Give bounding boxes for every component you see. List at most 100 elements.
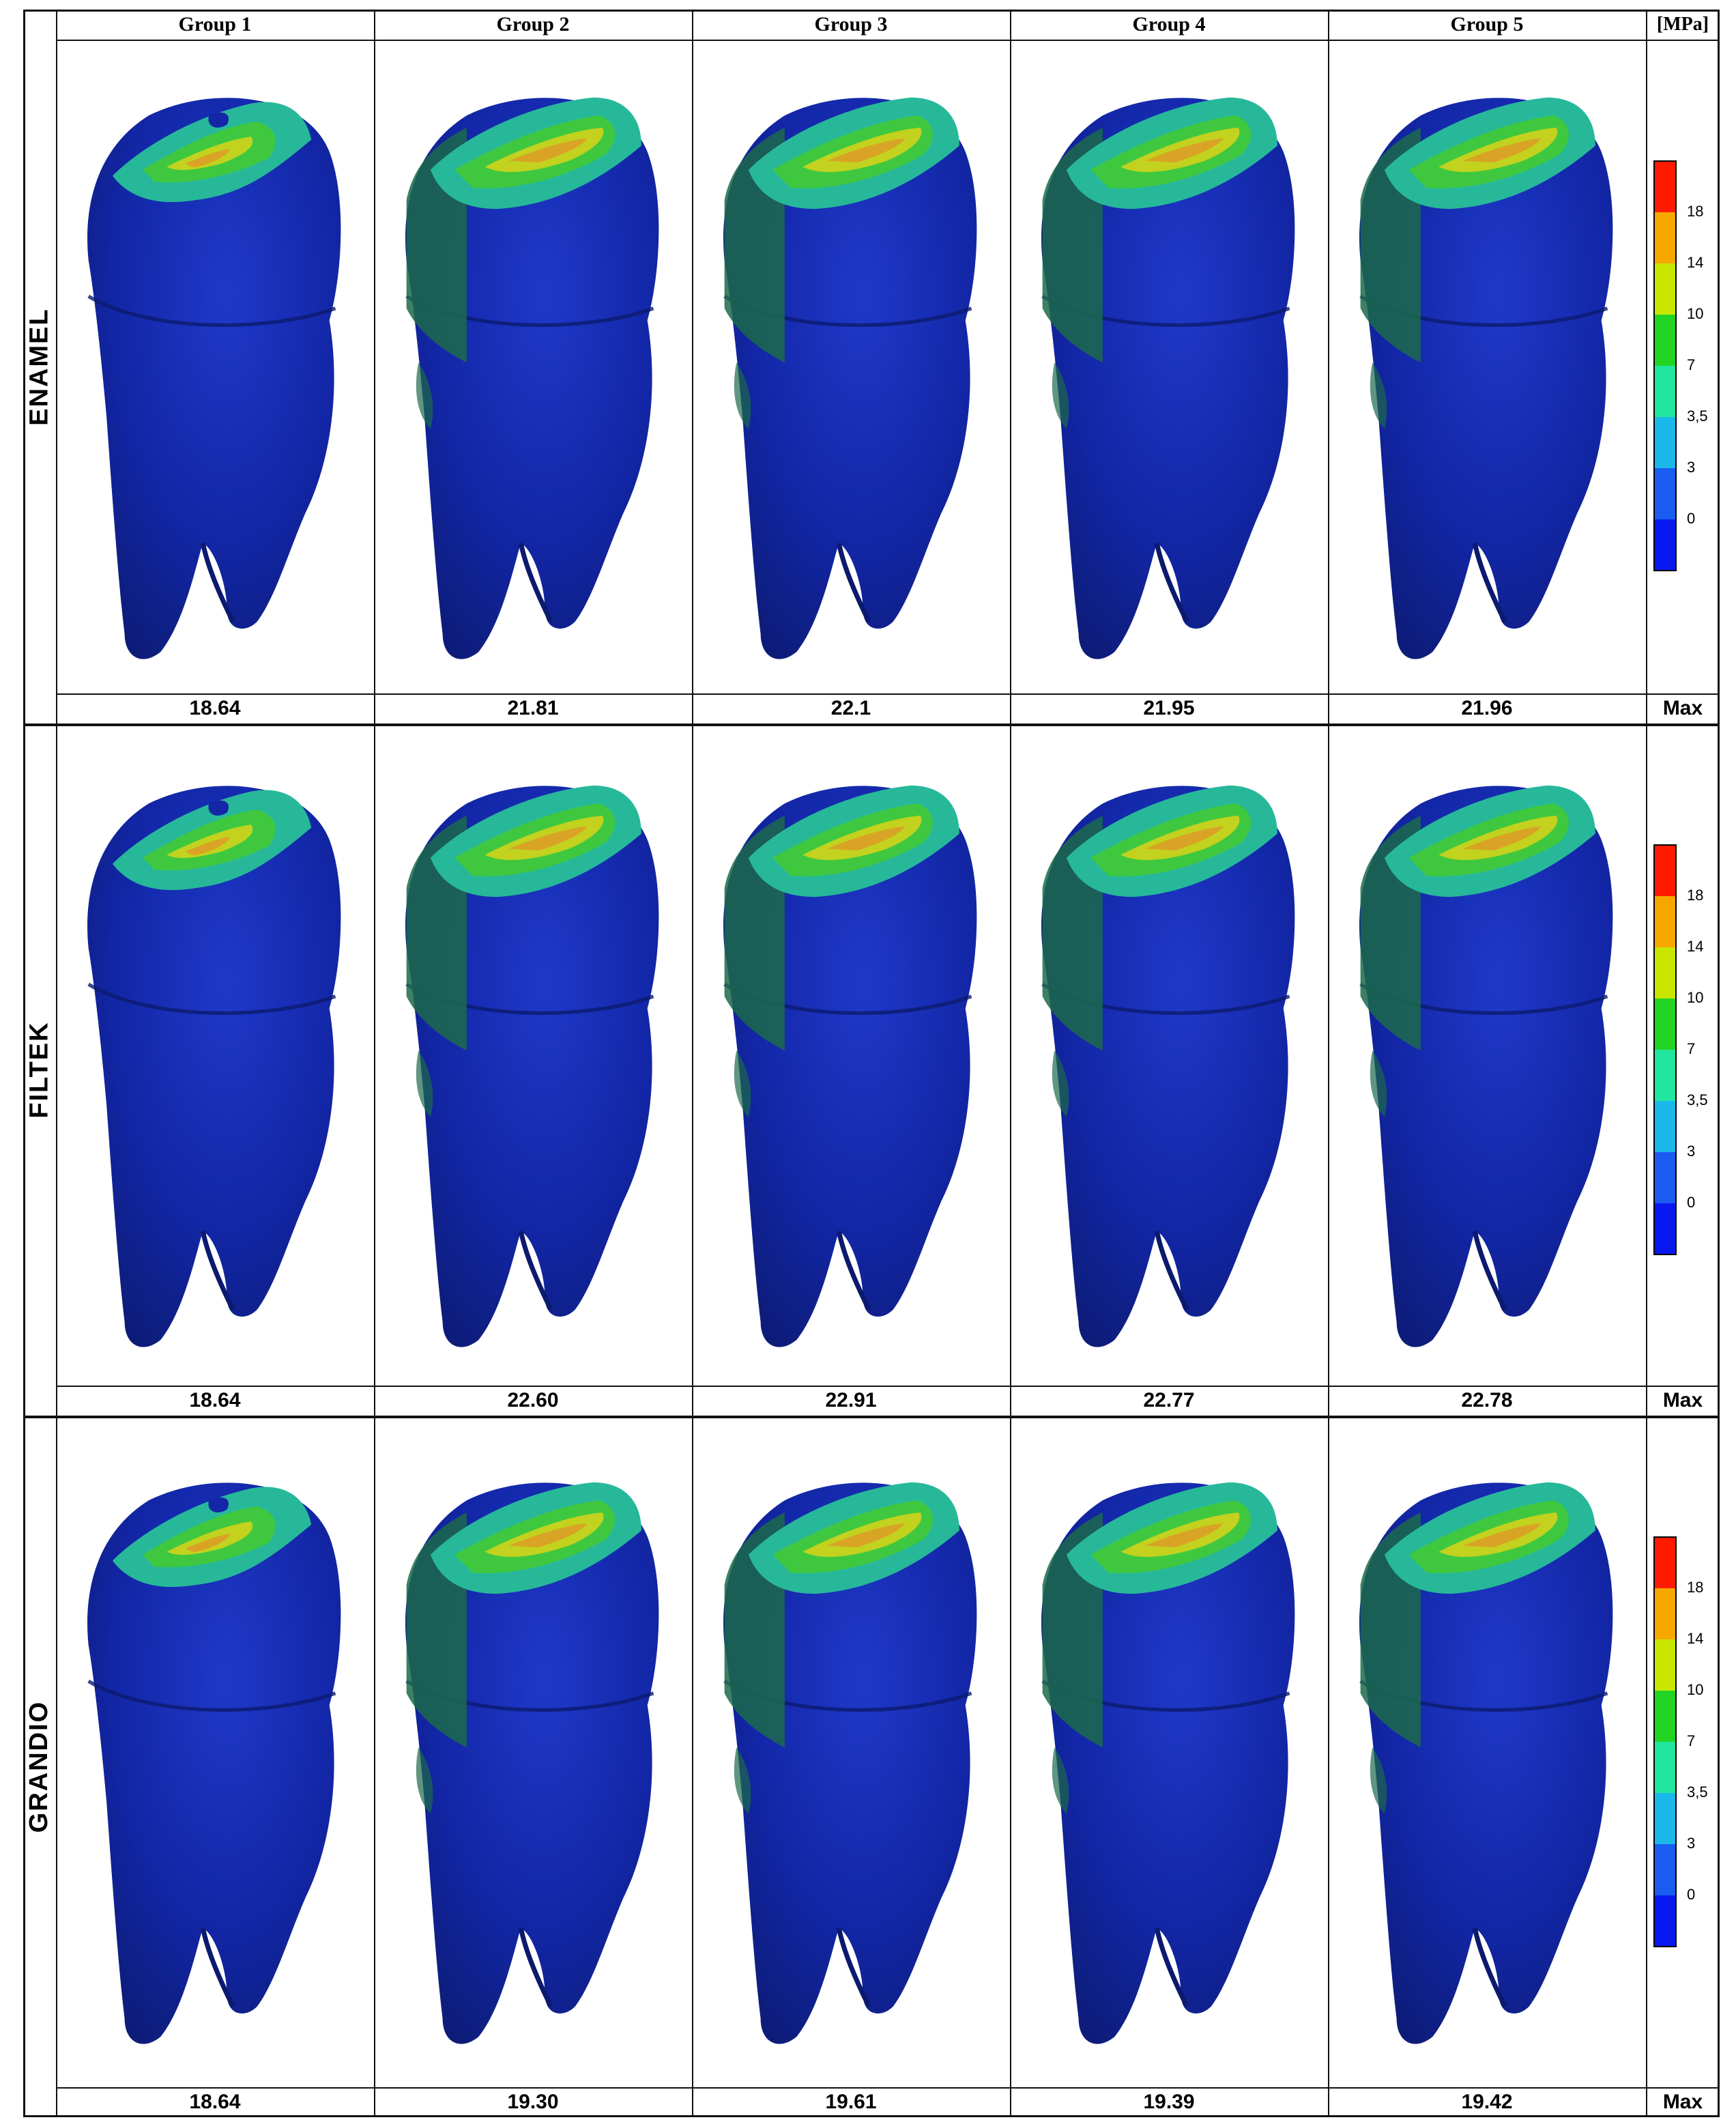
- color-scale-tick: 18: [1687, 203, 1704, 220]
- max-value: 22.78: [1461, 1389, 1513, 1411]
- color-bar-segment: [1654, 1050, 1676, 1101]
- header-divider: [56, 40, 1720, 41]
- tooth-body: [723, 98, 977, 659]
- cemento-enamel-line: [87, 1679, 336, 1712]
- column-divider: [1010, 10, 1011, 2117]
- tooth-stress-model: [1359, 785, 1613, 1347]
- color-bar-outline: [1653, 844, 1677, 1255]
- color-scale-tick: 3,5: [1687, 407, 1708, 425]
- color-bar-segment: [1654, 1152, 1676, 1203]
- row-label: ENAMEL: [23, 10, 56, 723]
- max-row-divider: [56, 1386, 1720, 1387]
- max-value: 22.77: [1143, 1389, 1195, 1411]
- color-scale-tick: 7: [1687, 356, 1696, 373]
- color-bar-segment: [1654, 315, 1676, 366]
- root-furcation: [1472, 543, 1507, 623]
- color-bar-outline: [1653, 160, 1677, 571]
- color-scale-tick: 7: [1687, 1732, 1696, 1749]
- column-divider: [692, 10, 693, 2117]
- root-furcation: [836, 1927, 871, 2008]
- root-furcation: [1472, 1231, 1507, 1311]
- max-label: Max: [1662, 1389, 1703, 1411]
- tooth-body: [1041, 786, 1295, 1347]
- tooth-stress-model: [87, 1482, 341, 2044]
- unit-header: [MPa]: [1656, 14, 1709, 35]
- color-bar-segment: [1654, 1844, 1676, 1895]
- tooth-body: [405, 98, 659, 659]
- tooth-body: [1041, 1482, 1295, 2044]
- label-column-divider: [56, 10, 57, 2117]
- color-bar-segment: [1654, 519, 1676, 571]
- max-value: 22.60: [507, 1389, 559, 1411]
- tooth-stress-model: [87, 98, 341, 659]
- max-value: 21.96: [1461, 697, 1513, 719]
- color-scale-tick: 0: [1687, 1886, 1696, 1903]
- section-divider: [23, 723, 1720, 726]
- tooth-body: [723, 1482, 977, 2044]
- row-label-text: GRANDIO: [25, 1700, 54, 1833]
- color-scale-tick: 0: [1687, 1194, 1696, 1211]
- color-bar-outline: [1653, 1536, 1677, 1947]
- tooth-body: [405, 786, 659, 1347]
- tooth-body: [405, 1482, 659, 2044]
- group-header: Group 5: [1450, 13, 1524, 35]
- stress-pattern: [1042, 1482, 1277, 1814]
- color-scale-tick: 10: [1687, 305, 1704, 322]
- max-value: 19.30: [507, 2091, 559, 2113]
- tooth-stress-model: [1041, 97, 1295, 659]
- outer-border: [23, 10, 1720, 2117]
- column-divider: [1328, 10, 1329, 2117]
- color-scale-tick: 3,5: [1687, 1091, 1708, 1108]
- color-bar-segment: [1654, 1895, 1676, 1947]
- stress-pattern: [112, 1487, 312, 1588]
- color-bar-segment: [1654, 468, 1676, 519]
- color-scale-tick: 0: [1687, 510, 1696, 527]
- color-scale-tick: 3,5: [1687, 1783, 1708, 1801]
- cemento-enamel-line: [87, 294, 336, 327]
- color-bar: [1653, 1536, 1677, 1947]
- tooth-body: [723, 786, 977, 1347]
- figure-frame: Group 1 Group 2 Group 3 Group 4 Group 5 [MPa]…: [23, 10, 1720, 2117]
- root-furcation: [200, 1927, 235, 2008]
- root-furcation: [518, 1231, 553, 1311]
- root-furcation: [1154, 543, 1189, 623]
- max-value: 19.42: [1461, 2091, 1513, 2113]
- stress-pattern: [1360, 785, 1595, 1117]
- group-header: Group 4: [1132, 13, 1206, 35]
- max-value: 18.64: [189, 697, 241, 719]
- stress-pattern: [1042, 785, 1277, 1117]
- color-bar: [1653, 160, 1677, 571]
- row-label-text: FILTEK: [25, 1020, 54, 1119]
- color-bar-segment: [1654, 896, 1676, 947]
- tooth-stress-model: [1041, 785, 1295, 1347]
- tooth-body: [1359, 1482, 1613, 2044]
- max-label: Max: [1662, 2091, 1703, 2113]
- root-furcation: [200, 1231, 235, 1311]
- max-row-divider: [56, 693, 1720, 695]
- tooth-stress-model: [1359, 97, 1613, 659]
- group-header: Group 2: [496, 13, 570, 35]
- color-bar-segment: [1654, 1203, 1676, 1254]
- stress-pattern: [406, 1482, 641, 1814]
- max-row-divider: [56, 2087, 1720, 2089]
- max-value: 19.61: [825, 2091, 877, 2113]
- color-bar-segment: [1654, 417, 1676, 468]
- max-value: 22.1: [830, 697, 871, 719]
- color-bar-segment: [1654, 1742, 1676, 1793]
- color-bar-segment: [1654, 1101, 1676, 1152]
- color-scale-tick: 14: [1687, 254, 1704, 271]
- color-bar-segment: [1654, 1639, 1676, 1691]
- max-value: 18.64: [189, 1389, 241, 1411]
- stress-pattern: [1360, 97, 1595, 429]
- stress-pattern: [1360, 1482, 1595, 1814]
- stress-pattern: [724, 97, 959, 429]
- tooth-stress-model: [723, 785, 977, 1347]
- color-scale-tick: 3: [1687, 1835, 1696, 1852]
- row-label-text: ENAMEL: [25, 307, 54, 426]
- tooth-body: [87, 98, 341, 659]
- stress-pattern: [724, 1482, 959, 1814]
- color-bar: [1653, 844, 1677, 1255]
- color-scale-tick: 7: [1687, 1040, 1696, 1057]
- max-value: 19.39: [1143, 2091, 1195, 2113]
- tooth-body: [1041, 98, 1295, 659]
